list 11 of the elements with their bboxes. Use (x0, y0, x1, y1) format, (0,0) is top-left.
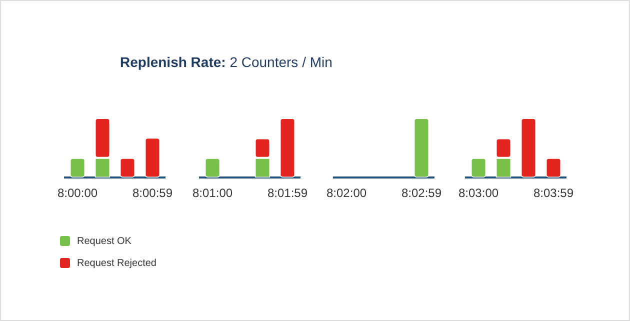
x-tick-label: 8:02:59 (401, 186, 442, 200)
text: Replenish Rate: 2 Counters / Min (120, 54, 332, 70)
legend-label: Request Rejected (77, 258, 156, 268)
x-tick-label: 8:00:00 (57, 186, 98, 200)
x-tick-label: 8:03:59 (533, 186, 574, 200)
x-tick-label: 8:01:59 (267, 186, 308, 200)
x-tick-label: 8:01:00 (192, 186, 233, 200)
x-tick-label: 8:03:00 (458, 186, 499, 200)
x-tick-label: 8:00:59 (132, 186, 173, 200)
x-tick-label: 8:02:00 (326, 186, 367, 200)
legend-label: Request OK (77, 236, 132, 246)
